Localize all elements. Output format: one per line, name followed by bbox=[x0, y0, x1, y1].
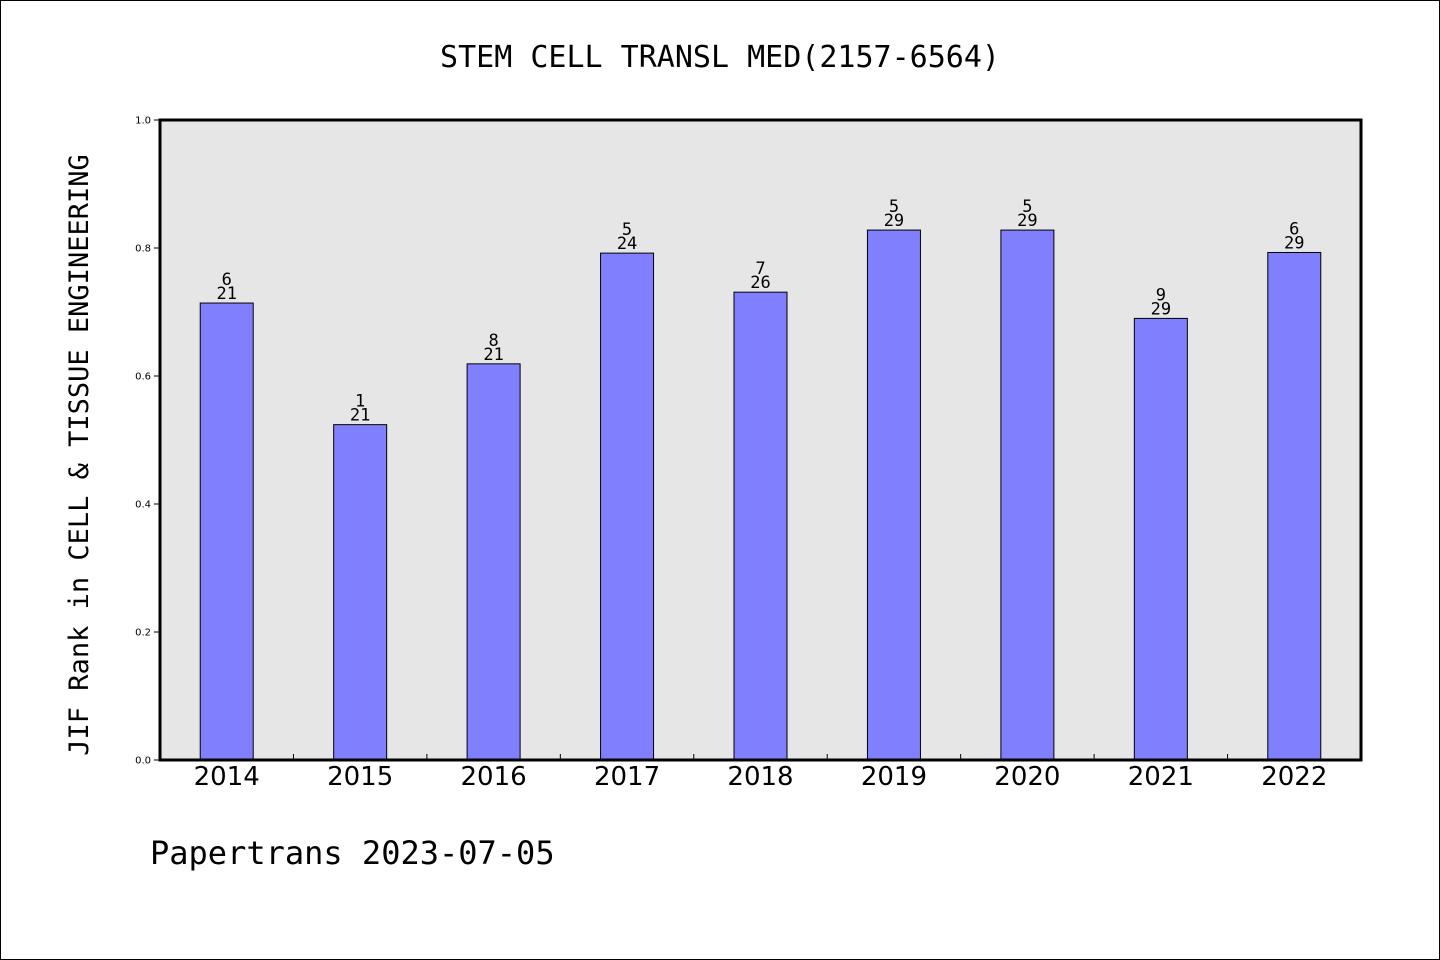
bar-rank-label: 6 bbox=[1289, 219, 1299, 239]
bar-rank-label: 5 bbox=[1022, 197, 1032, 217]
x-tick-label: 2021 bbox=[1128, 762, 1194, 792]
bar-total-label: 29 bbox=[884, 211, 904, 231]
bar-rank-label: 8 bbox=[488, 331, 498, 351]
bar-total-label: 21 bbox=[483, 345, 503, 365]
plot-border bbox=[158, 118, 1363, 762]
y-tick-label: 0.8 bbox=[135, 244, 151, 255]
footer-text: Papertrans 2023-07-05 bbox=[150, 834, 555, 872]
bar-total-label: 29 bbox=[1284, 233, 1304, 253]
x-tick-label: 2018 bbox=[727, 762, 793, 792]
bar-total-label: 26 bbox=[750, 273, 770, 293]
bar-total-label: 21 bbox=[216, 284, 236, 304]
bar-rank-label: 5 bbox=[622, 220, 632, 240]
bar-2015 bbox=[333, 424, 388, 761]
bar-2018 bbox=[733, 291, 788, 761]
bar-2017 bbox=[600, 252, 655, 761]
bar-total-label: 21 bbox=[350, 406, 370, 426]
bar-2022 bbox=[1267, 251, 1322, 761]
y-tick-label: 0.6 bbox=[135, 372, 151, 383]
x-tick-label: 2022 bbox=[1261, 762, 1327, 792]
bar-rank-label: 7 bbox=[755, 259, 765, 279]
bar-rank-label: 1 bbox=[355, 392, 365, 412]
bar-2019 bbox=[866, 229, 921, 761]
y-tick-label: 1.0 bbox=[135, 116, 151, 127]
y-axis-label: JIF Rank in CELL & TISSUE ENGINEERING bbox=[64, 154, 95, 755]
x-tick-label: 2017 bbox=[594, 762, 660, 792]
bar-2021 bbox=[1133, 317, 1188, 761]
x-tick-label: 2019 bbox=[861, 762, 927, 792]
bar-rank-label: 6 bbox=[222, 270, 232, 290]
bar-total-label: 29 bbox=[1151, 299, 1171, 319]
x-tick-label: 2014 bbox=[194, 762, 260, 792]
y-tick-label: 0.2 bbox=[135, 628, 151, 639]
bar-total-label: 29 bbox=[1017, 211, 1037, 231]
y-tick-label: 0.4 bbox=[135, 500, 151, 511]
x-tick-label: 2016 bbox=[461, 762, 527, 792]
bar-2020 bbox=[1000, 229, 1055, 761]
chart-title: STEM CELL TRANSL MED(2157-6564) bbox=[440, 40, 1000, 75]
y-tick-label: 0.0 bbox=[135, 756, 151, 767]
bar-rank-label: 9 bbox=[1156, 285, 1166, 305]
x-tick-label: 2020 bbox=[994, 762, 1060, 792]
bar-2014 bbox=[199, 302, 254, 761]
bar-2016 bbox=[466, 363, 521, 761]
bar-rank-label: 5 bbox=[889, 197, 899, 217]
x-axis-ticks: 2014 2015 2016 2017 2018 2019 2020 2021 2022 bbox=[194, 754, 1327, 792]
x-tick-label: 2015 bbox=[327, 762, 393, 792]
bar-total-label: 24 bbox=[617, 234, 637, 254]
y-axis-ticks: 0.0 0.2 0.4 0.6 0.8 1.0 bbox=[135, 116, 160, 767]
